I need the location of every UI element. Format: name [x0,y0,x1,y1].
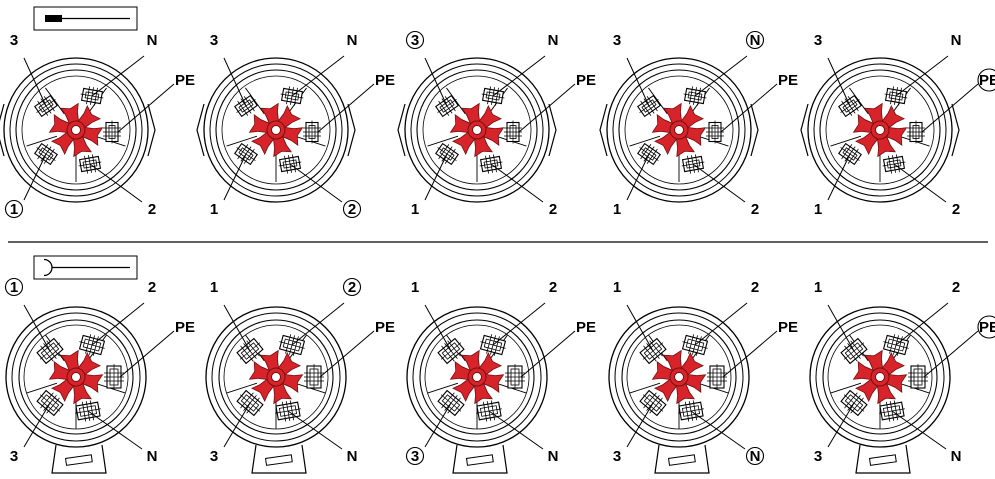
pin-label-bottom-left: 1 [814,201,822,218]
pin-label-right: PE [778,72,798,89]
pin-label-bottom-left: 3 [814,448,822,465]
pin-label-bottom-left: 1 [613,201,621,218]
pin-label-bottom-right: N [548,448,559,465]
pin-label-bottom-right: 2 [751,201,759,218]
circled-marker-icon [405,30,425,50]
pin-label-top-right: 2 [952,279,960,296]
circled-marker-icon [342,199,362,219]
pin-label-right: PE [375,72,395,89]
pin-label-right: PE [175,319,195,336]
circled-marker-icon [342,277,362,297]
pin-label-top-left: 3 [411,32,419,49]
pin-label-top-left: 1 [210,279,218,296]
pin-label-bottom-left: 3 [10,448,18,465]
pin-label-bottom-left: 1 [411,201,419,218]
pin-connector-face-5: 3 N PE 1 2 [800,32,995,218]
pin-connector-face-4: 3 N PE 1 2 [599,30,798,218]
pin-label-right: PE [576,319,596,336]
pin-label-top-left: 3 [10,32,18,49]
socket-connector-face-3: 1 2 PE 3 N [405,279,596,474]
socket-connector-face-4: 1 2 PE 3 N [608,279,798,474]
circled-marker-icon [745,446,765,466]
pin-label-top-left: 1 [411,279,419,296]
pin-label-bottom-right: 2 [148,201,156,218]
pin-label-top-left: 1 [814,279,822,296]
pin-label-bottom-left: 3 [210,448,218,465]
pin-label-top-right: N [951,32,962,49]
pin-label-bottom-right: N [951,448,962,465]
pin-label-top-right: N [347,32,358,49]
pin-label-bottom-left: 3 [411,448,419,465]
pin-label-top-left: 1 [613,279,621,296]
circled-marker-icon [977,68,995,92]
pin-label-top-right: N [548,32,559,49]
circled-marker-icon [4,199,24,219]
pin-label-top-right: 2 [348,279,356,296]
pin-label-top-right: N [750,32,761,49]
socket-connector-legend [33,255,138,280]
pin-label-right: PE [175,72,195,89]
pin-label-top-left: 3 [613,32,621,49]
pin-label-bottom-right: 2 [348,201,356,218]
pin-label-top-right: 2 [148,279,156,296]
pin-label-bottom-right: 2 [549,201,557,218]
pin-label-bottom-left: 3 [613,448,621,465]
pin-connector-face-3: 3 N PE 1 2 [397,30,596,218]
pin-label-top-left: 3 [210,32,218,49]
pin-label-bottom-left: 1 [210,201,218,218]
pin-label-bottom-right: N [750,448,761,465]
pin-connector-legend [33,6,138,31]
pin-label-right: PE [576,72,596,89]
circled-marker-icon [4,277,24,297]
pin-connector-face-2: 3 N PE 1 2 [196,32,395,219]
pin-label-top-right: 2 [549,279,557,296]
pin-label-bottom-right: 2 [952,201,960,218]
pin-label-bottom-left: 1 [10,201,18,218]
pin-label-right: PE [778,319,798,336]
pin-label-top-left: 1 [10,279,18,296]
pin-label-right: PE [979,72,995,89]
circled-marker-icon [405,446,425,466]
pin-label-top-right: N [147,32,158,49]
socket-connector-face-2: 1 2 PE 3 N [205,277,395,474]
pin-label-top-right: 2 [751,279,759,296]
circled-marker-icon [977,315,995,339]
socket-connector-face-5: 1 2 PE 3 N [809,279,995,474]
pin-label-right: PE [979,319,995,336]
socket-connector-face-1: 1 2 PE 3 N [4,277,195,474]
pin-label-top-left: 3 [814,32,822,49]
pin-label-bottom-right: N [347,448,358,465]
pin-label-right: PE [375,319,395,336]
pin-connector-face-1: 3 N PE 1 2 [0,32,195,219]
pin-label-bottom-right: N [147,448,158,465]
circled-marker-icon [745,30,765,50]
